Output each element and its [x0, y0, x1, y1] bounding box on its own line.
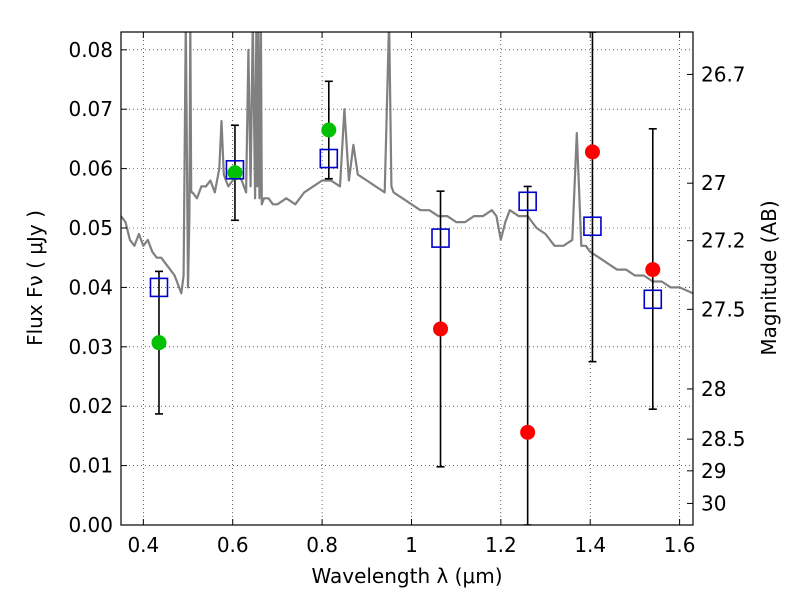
mag-tick-label: 28: [701, 377, 726, 401]
y2-axis-label: Magnitude (AB): [757, 200, 781, 355]
points-layer: [149, 32, 663, 525]
observed-flux-point: [520, 424, 536, 440]
x-axis-label: Wavelength λ (μm): [311, 564, 502, 588]
plot-frame: [120, 31, 694, 526]
x-tick-label: 1: [405, 533, 418, 557]
y-tick-label: 0.01: [68, 454, 113, 478]
sed-model-line: [121, 32, 693, 295]
y-tick-label: 0.00: [68, 513, 113, 537]
mag-tick-label: 27.5: [701, 297, 746, 321]
y-tick-label: 0.06: [68, 157, 113, 181]
y-tick-label: 0.04: [68, 275, 113, 299]
y-tick-label: 0.08: [68, 38, 113, 62]
sed-layer: [121, 32, 693, 295]
ticks-layer: 0.4 0.6 0.8 1 1.2 1.4 1.6 0.00 0.01 0.02 0.03 0.04 0…: [68, 32, 746, 557]
observed-flux-point: [584, 144, 600, 160]
y-tick-label: 0.03: [68, 335, 113, 359]
mag-tick-label: 30: [701, 491, 726, 515]
model-flux-square: [225, 160, 245, 180]
x-tick-label: 1.4: [574, 533, 606, 557]
y-tick-label: 0.05: [68, 216, 113, 240]
model-flux-square: [431, 228, 450, 248]
mag-tick-label: 27.2: [701, 229, 746, 253]
x-tick-label: 0.4: [127, 533, 159, 557]
model-flux-square: [149, 277, 169, 298]
mag-tick-label: 27: [701, 171, 726, 195]
observed-flux-point: [151, 335, 167, 351]
mag-tick-label: 26.7: [701, 62, 746, 86]
y-tick-label: 0.02: [68, 394, 113, 418]
model-flux-square: [643, 289, 663, 310]
y-axis-label: Flux Fν ( μJy ): [23, 210, 47, 346]
x-tick-label: 1.2: [485, 533, 517, 557]
observed-flux-point: [321, 122, 337, 138]
mag-tick-label: 29: [701, 459, 726, 483]
model-flux-square: [319, 148, 339, 169]
mag-tick-label: 28.5: [701, 427, 746, 451]
observed-flux-point: [433, 321, 449, 337]
y-tick-label: 0.07: [68, 97, 113, 121]
x-tick-label: 0.8: [306, 533, 338, 557]
model-flux-square: [518, 191, 537, 212]
observed-flux-point: [227, 165, 243, 181]
x-tick-label: 0.6: [217, 533, 249, 557]
x-tick-label: 1.6: [664, 533, 696, 557]
observed-flux-point: [645, 262, 661, 278]
model-flux-square: [583, 216, 602, 237]
